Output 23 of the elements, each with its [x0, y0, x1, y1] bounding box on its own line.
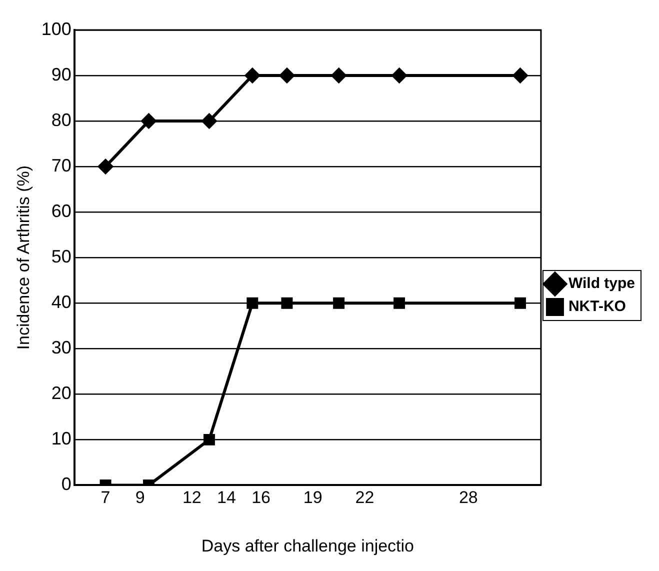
y-tick-label: 100 [41, 18, 72, 39]
y-tick-label: 10 [51, 428, 72, 449]
x-tick-label: 14 [217, 488, 236, 508]
x-axis-title: Days after challenge injectio [201, 536, 414, 556]
x-tick-label: 28 [458, 488, 478, 508]
x-tick-label: 9 [135, 488, 145, 508]
legend-label: NKT-KO [568, 298, 626, 316]
y-tick-label: 50 [51, 246, 72, 267]
x-tick-label: 12 [182, 488, 202, 508]
y-tick-label: 30 [51, 338, 72, 358]
y-tick-label: 80 [51, 110, 72, 130]
y-axis-title: Incidence of Arthritis (%) [14, 165, 33, 350]
y-tick-label: 40 [51, 292, 72, 312]
y-tick-label: 70 [51, 156, 72, 176]
legend-label: Wild type [568, 275, 636, 292]
x-tick-label: 7 [100, 488, 110, 508]
y-tick-label: 90 [51, 64, 72, 84]
x-tick-label: 19 [303, 488, 322, 508]
y-tick-label: 60 [51, 201, 72, 222]
x-tick-label: 16 [252, 488, 271, 508]
y-tick-label: 0 [61, 474, 72, 494]
y-tick-label: 20 [51, 383, 72, 404]
x-tick-label: 22 [355, 488, 374, 508]
